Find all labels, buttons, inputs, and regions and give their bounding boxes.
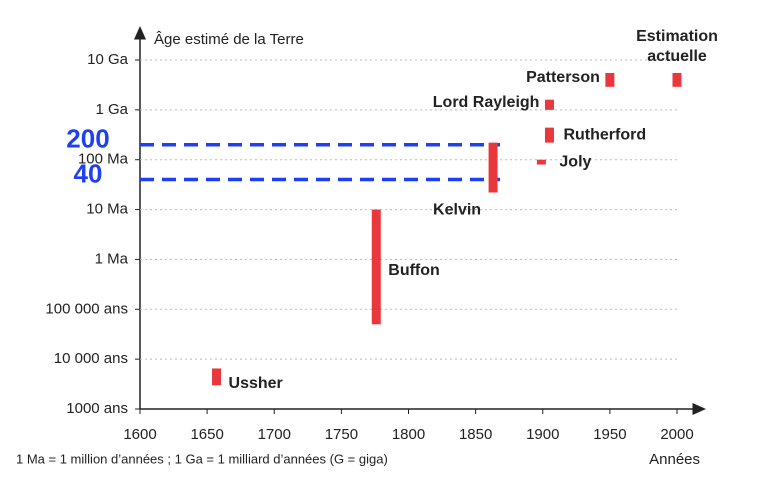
y-tick-label: 10 Ma <box>86 201 128 218</box>
range-bar <box>544 99 554 110</box>
y-tick-label: 10 Ga <box>87 51 129 68</box>
range-bar <box>672 72 682 87</box>
range-bar <box>488 142 498 193</box>
footnote: 1 Ma = 1 million d’années ; 1 Ga = 1 mil… <box>16 451 388 466</box>
x-tick-label: 1900 <box>526 426 559 443</box>
x-tick-label: 1800 <box>392 426 425 443</box>
bar-label: Kelvin <box>433 202 481 219</box>
y-tick-label: 1 Ga <box>95 101 128 118</box>
y-tick-label: 100 000 ans <box>45 300 128 317</box>
range-bar <box>605 72 615 87</box>
x-tick-label: 1700 <box>258 426 291 443</box>
range-bar <box>212 368 222 386</box>
y-tick-label: 1 Ma <box>95 250 129 267</box>
range-bar <box>371 209 381 325</box>
bar-label: Joly <box>559 153 591 170</box>
bar-label: Lord Rayleigh <box>433 94 540 111</box>
range-bar <box>536 159 546 165</box>
x-axis-label: Années <box>649 451 700 468</box>
bar-label: Patterson <box>526 69 600 86</box>
y-tick-label: 100 Ma <box>78 151 129 168</box>
x-tick-label: 1850 <box>459 426 492 443</box>
bar-label: Estimation actuelle <box>636 27 718 65</box>
annotation-label: 200 <box>66 124 109 154</box>
y-tick-label: 10 000 ans <box>54 350 128 367</box>
x-tick-label: 1950 <box>593 426 626 443</box>
x-tick-label: 1650 <box>190 426 223 443</box>
y-axis-label: Âge estimé de la Terre <box>154 31 304 48</box>
annotation-label: 40 <box>74 158 103 188</box>
bar-label: Buffon <box>388 262 440 279</box>
x-tick-label: 1750 <box>325 426 358 443</box>
x-tick-label: 2000 <box>660 426 693 443</box>
bar-label-box: Estimation actuelle <box>636 27 718 65</box>
range-bar <box>544 127 554 143</box>
x-tick-label: 1600 <box>123 426 156 443</box>
bar-label: Ussher <box>229 375 283 392</box>
bar-label: Rutherford <box>563 126 646 143</box>
y-tick-label: 1000 ans <box>66 400 128 417</box>
